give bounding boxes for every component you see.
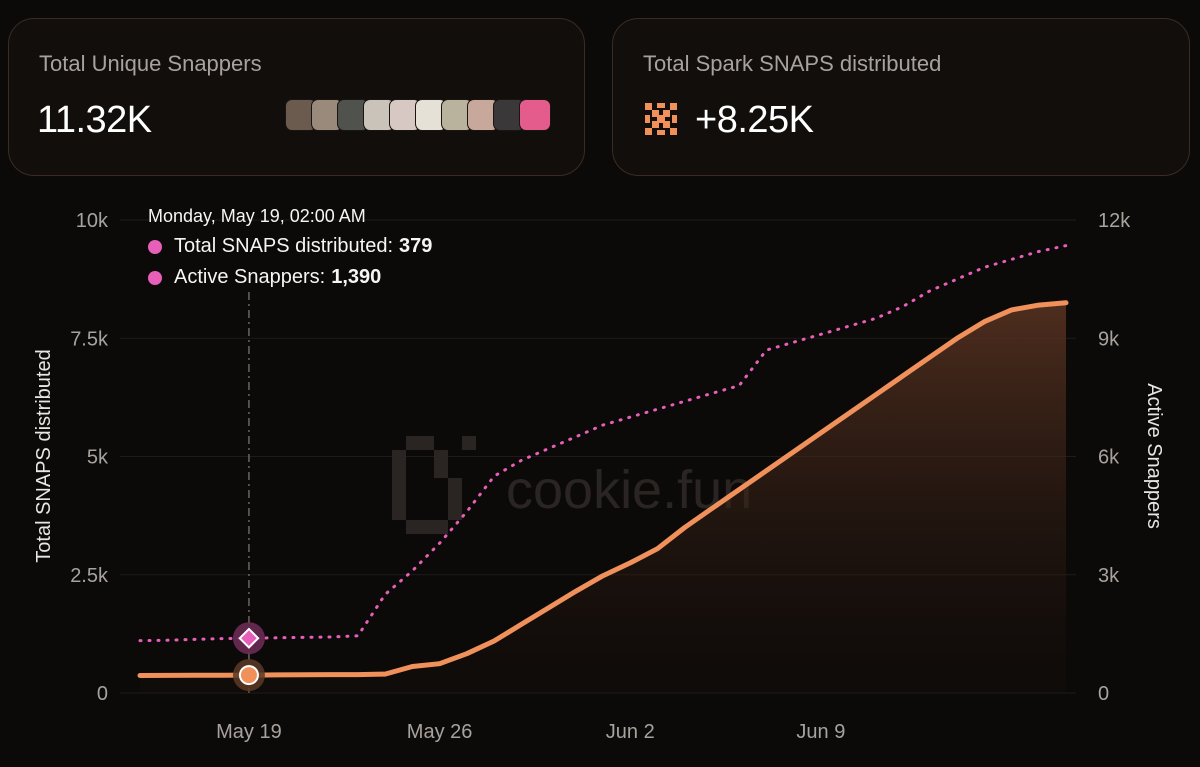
right-axis-title: Active Snappers <box>1143 383 1165 529</box>
unique-snappers-title: Total Unique Snappers <box>39 51 262 76</box>
spark-snaps-card: Total Spark SNAPS distributed +8.25K <box>612 18 1190 176</box>
snaps-marker <box>238 665 259 686</box>
tooltip-value-snaps: 379 <box>399 235 433 257</box>
tooltip-row-snappers: Active Snappers: 1,390 <box>148 266 432 289</box>
spark-snaps-title: Total Spark SNAPS distributed <box>643 51 942 76</box>
x-tick-label: May 19 <box>216 721 282 743</box>
unique-snappers-value: 11.32K <box>37 99 152 141</box>
left-tick-label: 7.5k <box>70 328 109 350</box>
x-tick-label: May 26 <box>407 721 473 743</box>
right-tick-label: 3k <box>1098 565 1120 587</box>
tooltip-row-snaps: Total SNAPS distributed: 379 <box>148 235 432 258</box>
x-tick-label: Jun 2 <box>606 721 655 743</box>
left-tick-label: 5k <box>87 447 109 469</box>
x-axis-ticks: May 19 May 26 Jun 2 Jun 9 <box>216 721 845 743</box>
snaps-area <box>140 302 1066 693</box>
right-tick-label: 6k <box>1098 447 1120 469</box>
right-tick-label: 12k <box>1098 210 1131 232</box>
spark-icon <box>645 103 677 135</box>
tooltip-label-snaps: Total SNAPS distributed: <box>174 235 393 257</box>
tooltip-label-snappers: Active Snappers: <box>174 266 326 288</box>
spark-snaps-value: +8.25K <box>695 99 814 141</box>
left-tick-label: 10k <box>76 210 109 232</box>
tooltip-value-snappers: 1,390 <box>331 266 382 288</box>
right-tick-label: 0 <box>1098 683 1109 705</box>
x-tick-label: Jun 9 <box>796 721 845 743</box>
tooltip-date: Monday, May 19, 02:00 AM <box>148 206 366 226</box>
left-axis-ticks: 0 2.5k 5k 7.5k 10k <box>70 210 109 705</box>
unique-snappers-card: Total Unique Snappers 11.32K <box>8 18 585 176</box>
left-tick-label: 2.5k <box>70 565 109 587</box>
left-axis-title: Total SNAPS distributed <box>33 349 55 562</box>
left-tick-label: 0 <box>97 683 108 705</box>
snappers-marker <box>238 627 260 649</box>
chart-tooltip: Monday, May 19, 02:00 AM Total SNAPS dis… <box>148 206 432 289</box>
right-axis-ticks: 0 3k 6k 9k 12k <box>1098 210 1131 705</box>
tooltip-dot-snaps <box>148 239 162 254</box>
hover-markers <box>232 622 265 692</box>
active-snappers-line <box>138 244 1068 643</box>
snaps-distributed-line <box>137 300 1069 678</box>
snapper-avatar <box>519 99 551 131</box>
snapper-avatars <box>285 99 565 133</box>
tooltip-dot-snappers <box>148 270 162 285</box>
right-tick-label: 9k <box>1098 328 1120 350</box>
